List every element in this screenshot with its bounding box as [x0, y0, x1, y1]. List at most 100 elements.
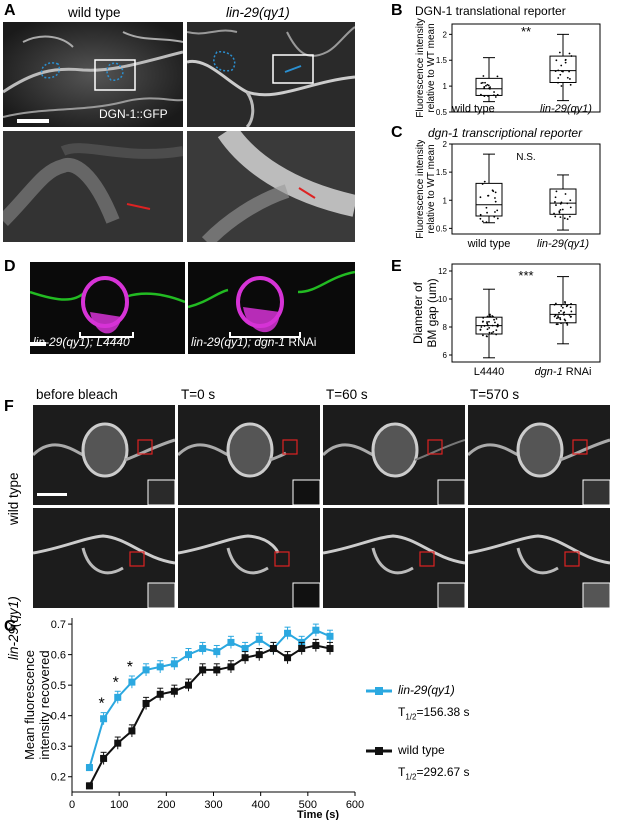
- data-point: [479, 217, 482, 220]
- data-point: [489, 315, 492, 318]
- data-point: [255, 651, 263, 659]
- legend-g: lin-29(qy1) T1/2=156.38 s wild type T1/2…: [366, 683, 616, 783]
- significance-star: *: [98, 696, 104, 713]
- marker-caption: DGN-1::GFP: [99, 107, 168, 121]
- y-tick-label: 0.7: [51, 619, 66, 631]
- data-point: [486, 315, 489, 318]
- y-tick-label: 8: [443, 323, 448, 332]
- micrograph-d-l4440: lin-29(qy1); L4440: [30, 262, 185, 354]
- data-point: [241, 645, 249, 653]
- thalf-prefix-wildtype: T: [398, 765, 406, 779]
- data-point: [487, 84, 490, 87]
- data-point: [492, 330, 495, 333]
- data-point: [554, 215, 557, 218]
- data-point: [564, 301, 566, 303]
- micrograph-a-wildtype-overview: DGN-1::GFP: [3, 22, 183, 127]
- y-tick-label: 0.4: [51, 711, 66, 723]
- data-point: [568, 70, 570, 73]
- data-point: [326, 645, 334, 653]
- data-point: [483, 180, 486, 183]
- data-point: [493, 318, 495, 321]
- data-point: [128, 727, 136, 735]
- data-point: [555, 59, 558, 62]
- data-point: [555, 190, 558, 193]
- data-point: [199, 645, 207, 653]
- thalf-value-lin29: =156.38 s: [416, 705, 470, 719]
- data-point: [482, 316, 485, 319]
- data-point: [492, 315, 494, 318]
- scale-bar-f: [37, 493, 67, 496]
- data-point: [488, 327, 491, 329]
- data-point: [485, 84, 487, 87]
- box: [549, 55, 577, 83]
- data-point: [553, 212, 555, 215]
- data-point: [560, 309, 562, 312]
- significance-label: N.S.: [516, 152, 535, 163]
- data-point: [560, 305, 563, 307]
- box: [549, 188, 577, 215]
- col-label-t60: T=60 s: [326, 387, 368, 402]
- data-point: [488, 313, 491, 316]
- row-label-wild-type-box: wild type: [6, 455, 22, 535]
- data-point: [482, 334, 484, 337]
- data-point: [562, 312, 565, 314]
- legend-label-wildtype: wild type: [398, 743, 445, 757]
- y-axis-label-line2: intensity recovered: [37, 650, 52, 759]
- x-tick-label: 200: [157, 799, 175, 811]
- legend-marker-lin29: [366, 687, 392, 695]
- data-point: [488, 320, 490, 323]
- data-point: [495, 329, 498, 332]
- caption-d-l4440: lin-29(qy1); L4440: [33, 335, 130, 349]
- y-tick-label: 1: [443, 82, 448, 91]
- data-point: [569, 83, 572, 86]
- data-point: [485, 206, 488, 209]
- data-point: [100, 715, 108, 723]
- micrograph-a-lin29-zoom: [187, 131, 355, 242]
- data-point: [493, 215, 496, 218]
- caption-d-dgn1-rnai-italic: lin-29(qy1); dgn-1: [191, 335, 286, 349]
- data-point: [269, 645, 277, 653]
- frap-lin29-before: [33, 508, 175, 608]
- y-tick-label: 0.3: [51, 741, 66, 753]
- data-point: [100, 754, 108, 762]
- x-tick-label: 0: [69, 799, 75, 811]
- data-point: [486, 211, 488, 214]
- data-point: [479, 328, 482, 331]
- data-point: [558, 311, 560, 314]
- col-label-before-bleach: before bleach: [36, 387, 118, 402]
- data-point: [560, 201, 563, 204]
- data-point: [553, 315, 556, 318]
- data-point: [564, 59, 567, 62]
- data-point: [494, 197, 496, 199]
- data-point: [564, 61, 567, 64]
- data-point: [480, 326, 483, 328]
- data-point: [557, 315, 559, 318]
- data-point: [483, 325, 486, 327]
- data-point: [570, 310, 573, 313]
- data-point: [569, 306, 572, 309]
- y-tick-label: 1.5: [436, 168, 448, 177]
- y-axis-label-line1: Fluorescence intensity: [415, 140, 426, 239]
- significance-star: *: [127, 659, 133, 676]
- y-tick-label: 0.5: [436, 108, 448, 117]
- data-point: [559, 216, 562, 219]
- data-point: [479, 213, 482, 216]
- x-tick-label-l4440: L4440: [474, 366, 505, 378]
- data-point: [487, 95, 489, 97]
- data-point: [495, 333, 498, 336]
- significance-label: **: [521, 24, 531, 39]
- data-point: [557, 81, 559, 84]
- data-point: [213, 666, 221, 674]
- panel-label-g: G: [4, 618, 17, 635]
- data-point: [483, 95, 486, 97]
- data-point: [128, 678, 136, 686]
- data-point: [483, 87, 486, 90]
- frap-wt-t0: [178, 405, 320, 505]
- chart-c-box-plot: 0.5 1 1.5 2 N.S. Fluorescence intensity relati…: [415, 140, 601, 250]
- box: [475, 77, 503, 96]
- data-point: [565, 322, 568, 324]
- data-point: [496, 323, 499, 326]
- data-point: [312, 641, 320, 649]
- frap-lin29-t60: [323, 508, 465, 608]
- x-tick-label: 500: [299, 799, 317, 811]
